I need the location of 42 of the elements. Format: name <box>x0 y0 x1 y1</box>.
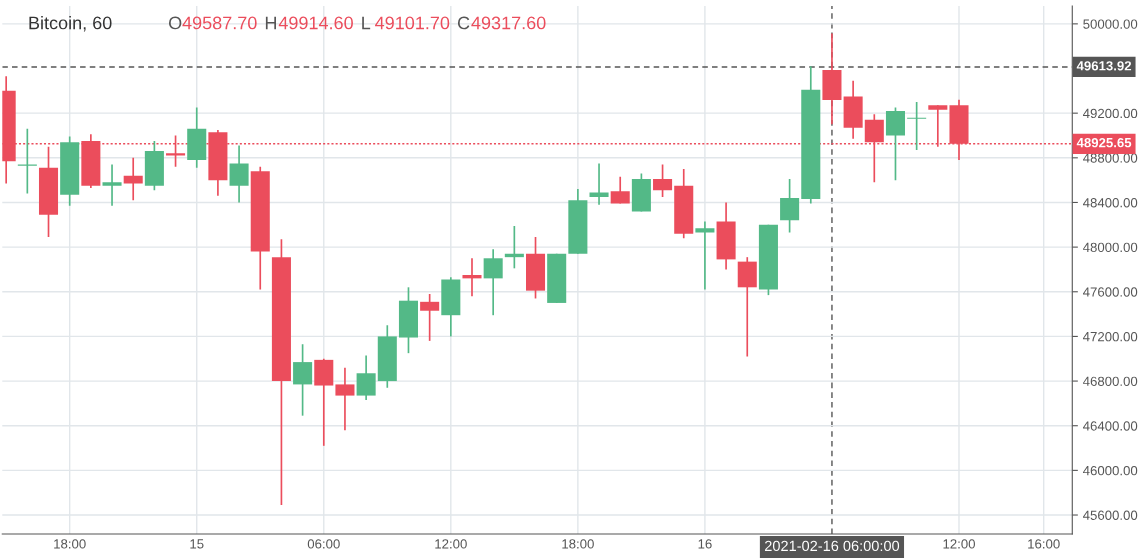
candlestick <box>907 101 927 151</box>
candlestick <box>695 220 715 291</box>
candlestick <box>780 178 800 234</box>
annotation: H49914.60 <box>265 16 353 30</box>
ref-line-label: 49613.92 <box>1076 61 1132 71</box>
x-tick-label: 12:00 <box>943 539 975 549</box>
candlestick <box>17 127 37 195</box>
x-tick-label: 06:00 <box>307 539 340 549</box>
y-tick-label: 47200.00 <box>1083 331 1138 342</box>
candlestick <box>293 343 313 417</box>
x-tick-label: 16 <box>698 539 712 549</box>
candlestick <box>610 175 630 205</box>
x-tick-label: 18:00 <box>54 539 86 549</box>
y-tick-label: 45600.00 <box>1083 510 1138 520</box>
candlestick <box>589 162 609 206</box>
y-tick-label: 48800.00 <box>1083 153 1138 163</box>
y-tick-label: 48400.00 <box>1083 198 1138 208</box>
x-tick-label: 18:00 <box>562 539 594 549</box>
y-tick-label: 48000.00 <box>1083 242 1138 253</box>
y-tick-label: 50000.00 <box>1083 19 1138 29</box>
y-tick-label: 46800.00 <box>1083 376 1138 386</box>
candlestick <box>483 248 503 317</box>
y-tick-label: 49200.00 <box>1083 108 1138 119</box>
annotation: L49101.70 <box>362 16 450 30</box>
y-tick-label: 46000.00 <box>1083 465 1138 476</box>
annotation: C49317.60 <box>457 16 546 30</box>
candlestick <box>229 144 249 204</box>
ref-line-label: 2021-02-16 06:00:00 <box>764 540 900 552</box>
candlestick <box>653 163 673 198</box>
x-tick-label: 12:00 <box>435 539 467 549</box>
ref-line-label: 48925.65 <box>1076 137 1132 148</box>
candlestick <box>102 163 122 207</box>
chart-title: Bitcoin, 60 <box>29 16 112 32</box>
candlestick <box>462 257 482 298</box>
x-tick-label: 15 <box>190 539 204 549</box>
candlestick <box>335 366 355 432</box>
candlestick <box>356 354 376 401</box>
y-tick-label: 46400.00 <box>1083 421 1138 431</box>
candlestick <box>420 293 440 342</box>
y-tick-label: 47600.00 <box>1083 287 1138 297</box>
x-tick-label: 16:00 <box>1028 539 1060 549</box>
annotation: O49587.70 <box>168 16 257 30</box>
